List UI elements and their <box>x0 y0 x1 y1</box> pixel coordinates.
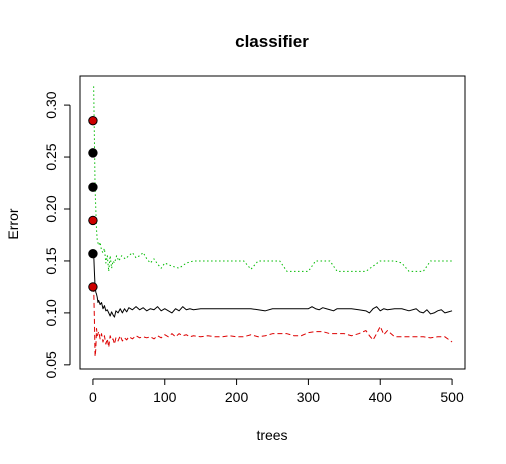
y-tick-label: 0.30 <box>43 91 59 118</box>
x-tick-label: 500 <box>440 389 464 405</box>
x-tick-label: 200 <box>225 389 249 405</box>
x-axis-label: trees <box>256 427 287 443</box>
series-line-3 <box>93 86 453 272</box>
y-tick-label: 0.20 <box>43 195 59 222</box>
points-layer <box>88 115 98 292</box>
x-axis: 0 100 200 300 400 500 <box>89 378 464 405</box>
x-tick-label: 300 <box>297 389 321 405</box>
data-point <box>88 182 98 192</box>
chart-title: classifier <box>235 32 309 51</box>
y-tick-label: 0.10 <box>43 299 59 326</box>
data-point <box>88 148 98 158</box>
data-point <box>88 115 98 126</box>
y-tick-label: 0.25 <box>43 143 59 170</box>
plot-frame <box>79 75 466 370</box>
series-line-2 <box>93 286 453 358</box>
x-tick-label: 400 <box>369 389 393 405</box>
y-axis: 0.05 0.10 0.15 0.20 0.25 0.30 <box>43 91 71 378</box>
data-point <box>88 282 98 292</box>
y-tick-label: 0.05 <box>43 351 59 378</box>
y-axis-label: Error <box>5 208 21 239</box>
x-tick-label: 100 <box>153 389 177 405</box>
series-line-1 <box>93 252 453 318</box>
series-layer <box>93 86 453 358</box>
x-tick-label: 0 <box>89 389 97 405</box>
data-point <box>88 248 98 259</box>
y-tick-label: 0.15 <box>43 247 59 274</box>
data-point <box>88 215 98 226</box>
